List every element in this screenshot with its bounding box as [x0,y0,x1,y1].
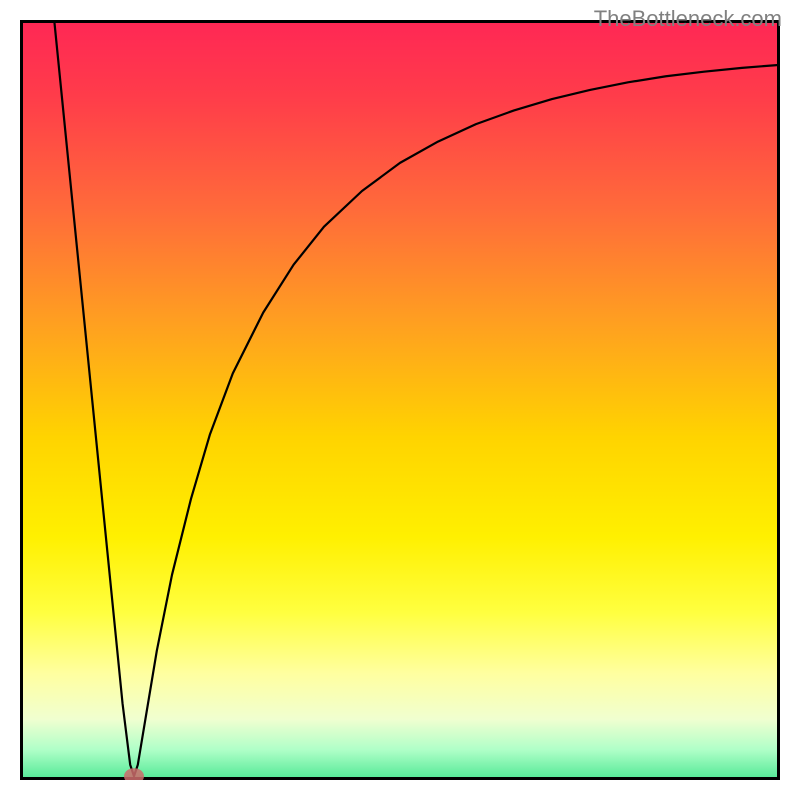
watermark-text: TheBottleneck.com [594,6,782,32]
bottleneck-curve [20,20,780,780]
plot-area [20,20,780,780]
chart-container: TheBottleneck.com [0,0,800,800]
minimum-marker [124,768,144,780]
